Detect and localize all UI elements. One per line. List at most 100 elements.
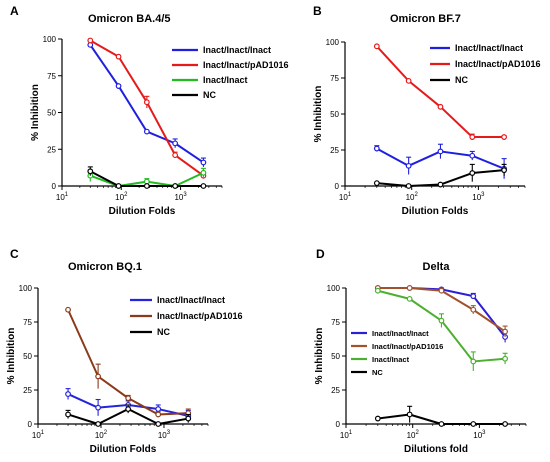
chart-title: Omicron BF.7 [390, 13, 461, 25]
data-point [469, 134, 476, 140]
data-point [172, 183, 179, 189]
data-point [200, 169, 207, 176]
data-point [172, 152, 179, 159]
y-tick-label: 50 [47, 109, 56, 118]
x-tick-label: 103 [174, 192, 187, 202]
legend-label: Inact/Inact [372, 355, 410, 364]
data-point [405, 183, 412, 189]
y-tick-label: 100 [43, 35, 57, 44]
data-point [87, 168, 94, 175]
data-point [95, 421, 102, 427]
data-point [469, 152, 476, 159]
data-point [502, 355, 509, 362]
x-tick-label: 102 [406, 192, 419, 202]
y-tick-label: 0 [28, 420, 33, 429]
data-point [200, 183, 207, 189]
data-point [185, 415, 192, 422]
y-tick-label: 0 [52, 182, 57, 191]
data-point [470, 421, 477, 427]
data-point [65, 391, 71, 397]
y-axis-label: % Inhibition [30, 84, 41, 141]
legend-label: Inact/Inact/pAD1016 [203, 60, 289, 70]
x-tick-label: 103 [158, 430, 171, 440]
data-point [374, 287, 381, 294]
y-tick-label: 0 [336, 420, 341, 429]
legend-label: NC [203, 90, 216, 100]
y-tick-label: 0 [335, 182, 340, 191]
data-point [125, 406, 132, 412]
data-point [438, 421, 445, 427]
y-tick-label: 100 [19, 284, 33, 293]
legend-label: NC [372, 368, 383, 377]
y-tick-label: 75 [23, 318, 32, 327]
series-line [89, 39, 205, 177]
legend-label: Inact/Inact/Inact [455, 43, 523, 53]
x-tick-label: 101 [339, 192, 352, 202]
data-point [65, 411, 71, 418]
x-tick-label: 101 [340, 430, 353, 440]
panel-letter: A [10, 4, 19, 18]
data-point [405, 162, 412, 169]
data-point [502, 421, 509, 427]
data-point [115, 183, 122, 189]
data-point [501, 167, 508, 174]
chart-panel-d: D Delta 0 25 50 75 100 101 102 103 Dilutions fold%… [314, 247, 527, 455]
legend-label: NC [455, 75, 468, 85]
data-point [143, 99, 150, 106]
data-point [502, 328, 509, 335]
data-point [437, 148, 444, 155]
x-tick-label: 101 [56, 192, 69, 202]
legend-label: Inact/Inact/pAD1016 [157, 311, 243, 321]
y-tick-label: 25 [23, 386, 32, 395]
x-axis-label: Dilution Folds [402, 206, 469, 217]
y-tick-label: 25 [330, 146, 339, 155]
chart-title: Delta [423, 261, 451, 273]
y-tick-label: 50 [331, 352, 340, 361]
data-point [155, 411, 162, 418]
data-point [95, 404, 102, 411]
y-tick-label: 75 [330, 74, 339, 83]
legend-label: NC [157, 327, 170, 337]
chart-panel-a: A Omicron BA.4/5 0 25 50 75 100 101 102 103 Diluti… [10, 4, 289, 217]
data-point [469, 170, 476, 176]
x-tick-label: 103 [472, 192, 485, 202]
data-point [95, 373, 102, 380]
data-point [438, 287, 445, 294]
legend-label: Inact/Inact/Inact [157, 295, 225, 305]
data-point [406, 285, 413, 291]
legend-label: Inact/Inact [203, 75, 248, 85]
data-point [437, 181, 444, 188]
chart-title: Omicron BQ.1 [68, 261, 142, 273]
chart-panel-b: B Omicron BF.7 0 25 50 75 100 101 102 103Dilution… [313, 4, 541, 217]
x-tick-label: 102 [407, 430, 420, 440]
legend-label: Inact/Inact/pAD1016 [372, 342, 443, 351]
data-point [143, 128, 150, 135]
x-tick-label: 101 [32, 430, 45, 440]
data-point [115, 53, 122, 60]
chart-title: Omicron BA.4/5 [88, 13, 171, 25]
panel-letter: D [316, 247, 325, 261]
y-tick-label: 100 [326, 38, 340, 47]
y-tick-label: 75 [331, 318, 340, 327]
data-point [143, 183, 150, 189]
data-point [374, 415, 381, 422]
data-point [373, 43, 380, 50]
legend-label: Inact/Inact/pAD1016 [455, 59, 541, 69]
data-point [125, 395, 132, 402]
y-tick-label: 50 [330, 110, 339, 119]
data-point [200, 159, 207, 166]
y-tick-label: 25 [331, 386, 340, 395]
data-point [373, 145, 380, 152]
data-point [406, 411, 413, 418]
y-tick-label: 100 [327, 284, 341, 293]
legend-label: Inact/Inact/Inact [203, 45, 271, 55]
chart-panel-c: C Omicron BQ.1 0 25 50 75 100 101 102 103Dilution… [6, 247, 243, 455]
x-axis-label: Dilutions fold [404, 444, 468, 455]
panel-letter: B [313, 4, 322, 18]
y-tick-label: 25 [47, 145, 56, 154]
y-tick-label: 50 [23, 352, 32, 361]
legend-label: Inact/Inact/Inact [372, 329, 429, 338]
y-axis-label: % Inhibition [6, 328, 17, 385]
data-point [470, 293, 477, 300]
